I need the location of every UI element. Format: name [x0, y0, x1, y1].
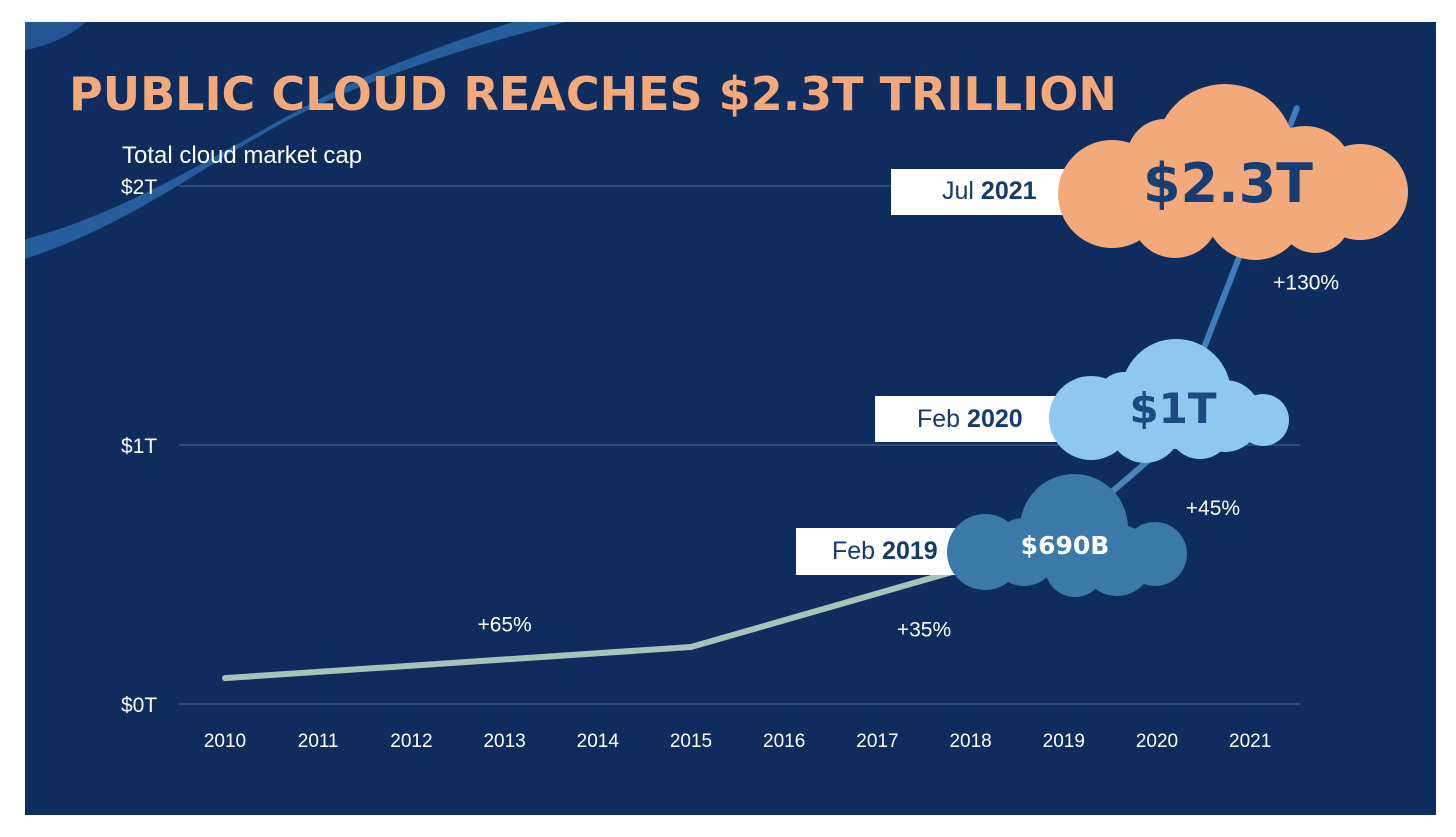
- x-tick-label: 2010: [204, 731, 246, 752]
- callout-feb-2019-value: $690B: [1021, 531, 1110, 560]
- callout-feb-2019-date: Feb 2019: [832, 537, 938, 565]
- growth-label: +130%: [1273, 272, 1339, 295]
- growth-labels: +65% +35% +45% +130%: [477, 272, 1339, 642]
- x-tick-label: 2017: [856, 731, 898, 752]
- x-tick-label: 2019: [1043, 731, 1085, 752]
- growth-label: +35%: [897, 619, 951, 642]
- callout-feb-2020: Feb 2020 $1T: [875, 339, 1289, 463]
- callout-feb-2020-year: 2020: [967, 405, 1023, 433]
- x-axis-ticks: 2010 2011 2012 2013 2014 2015 2016 2017 2018 2019…: [204, 731, 1271, 752]
- chart-title: PUBLIC CLOUD REACHES $2.3T TRILLION: [69, 67, 1117, 121]
- x-tick-label: 2016: [763, 731, 805, 752]
- chart-svg: PUBLIC CLOUD REACHES $2.3T TRILLION Tota…: [25, 22, 1408, 752]
- callout-feb-2019-label-box: [796, 528, 970, 575]
- x-tick-label: 2011: [298, 731, 339, 752]
- callout-jul-2021-date: Jul 2021: [942, 177, 1037, 205]
- x-tick-label: 2013: [483, 731, 525, 752]
- callout-feb-2020-date: Feb 2020: [917, 405, 1023, 433]
- cloud-shape-690b: [947, 474, 1187, 597]
- cloud-shape-2-3t: [1058, 84, 1408, 260]
- y-tick-label: $1T: [121, 435, 157, 458]
- callout-feb-2020-month: Feb: [917, 405, 960, 433]
- callout-feb-2019-month: Feb: [832, 537, 875, 565]
- x-tick-label: 2014: [577, 731, 620, 752]
- line-segment: [222, 644, 694, 682]
- x-tick-label: 2012: [390, 731, 432, 752]
- callout-jul-2021-year: 2021: [981, 177, 1037, 205]
- callout-feb-2019: Feb 2019 $690B: [796, 474, 1187, 597]
- callout-feb-2020-value: $1T: [1129, 384, 1216, 433]
- chart-panel: PUBLIC CLOUD REACHES $2.3T TRILLION Tota…: [25, 22, 1436, 815]
- chart-subtitle: Total cloud market cap: [122, 142, 362, 169]
- growth-label: +45%: [1186, 497, 1240, 520]
- x-tick-label: 2015: [670, 731, 712, 752]
- callout-jul-2021-value: $2.3T: [1143, 152, 1313, 215]
- x-tick-label: 2018: [949, 731, 991, 752]
- callout-jul-2021-label-box: [891, 169, 1091, 215]
- callout-jul-2021: Jul 2021 $2.3T: [891, 84, 1408, 260]
- decorative-swoosh-corner: [25, 22, 86, 51]
- callout-feb-2020-label-box: [875, 396, 1065, 442]
- callout-jul-2021-month: Jul: [942, 177, 974, 205]
- y-tick-label: $0T: [121, 694, 157, 717]
- y-axis-ticks: $0T $1T $2T: [121, 176, 157, 717]
- growth-label: +65%: [477, 613, 531, 636]
- cloud-shape-1t: [1049, 339, 1289, 463]
- y-tick-label: $2T: [121, 176, 157, 199]
- line-segment: [688, 563, 974, 651]
- x-tick-label: 2020: [1136, 731, 1178, 752]
- decorative-swoosh: [25, 22, 566, 259]
- x-tick-label: 2021: [1229, 731, 1271, 752]
- callout-feb-2019-year: 2019: [882, 537, 938, 565]
